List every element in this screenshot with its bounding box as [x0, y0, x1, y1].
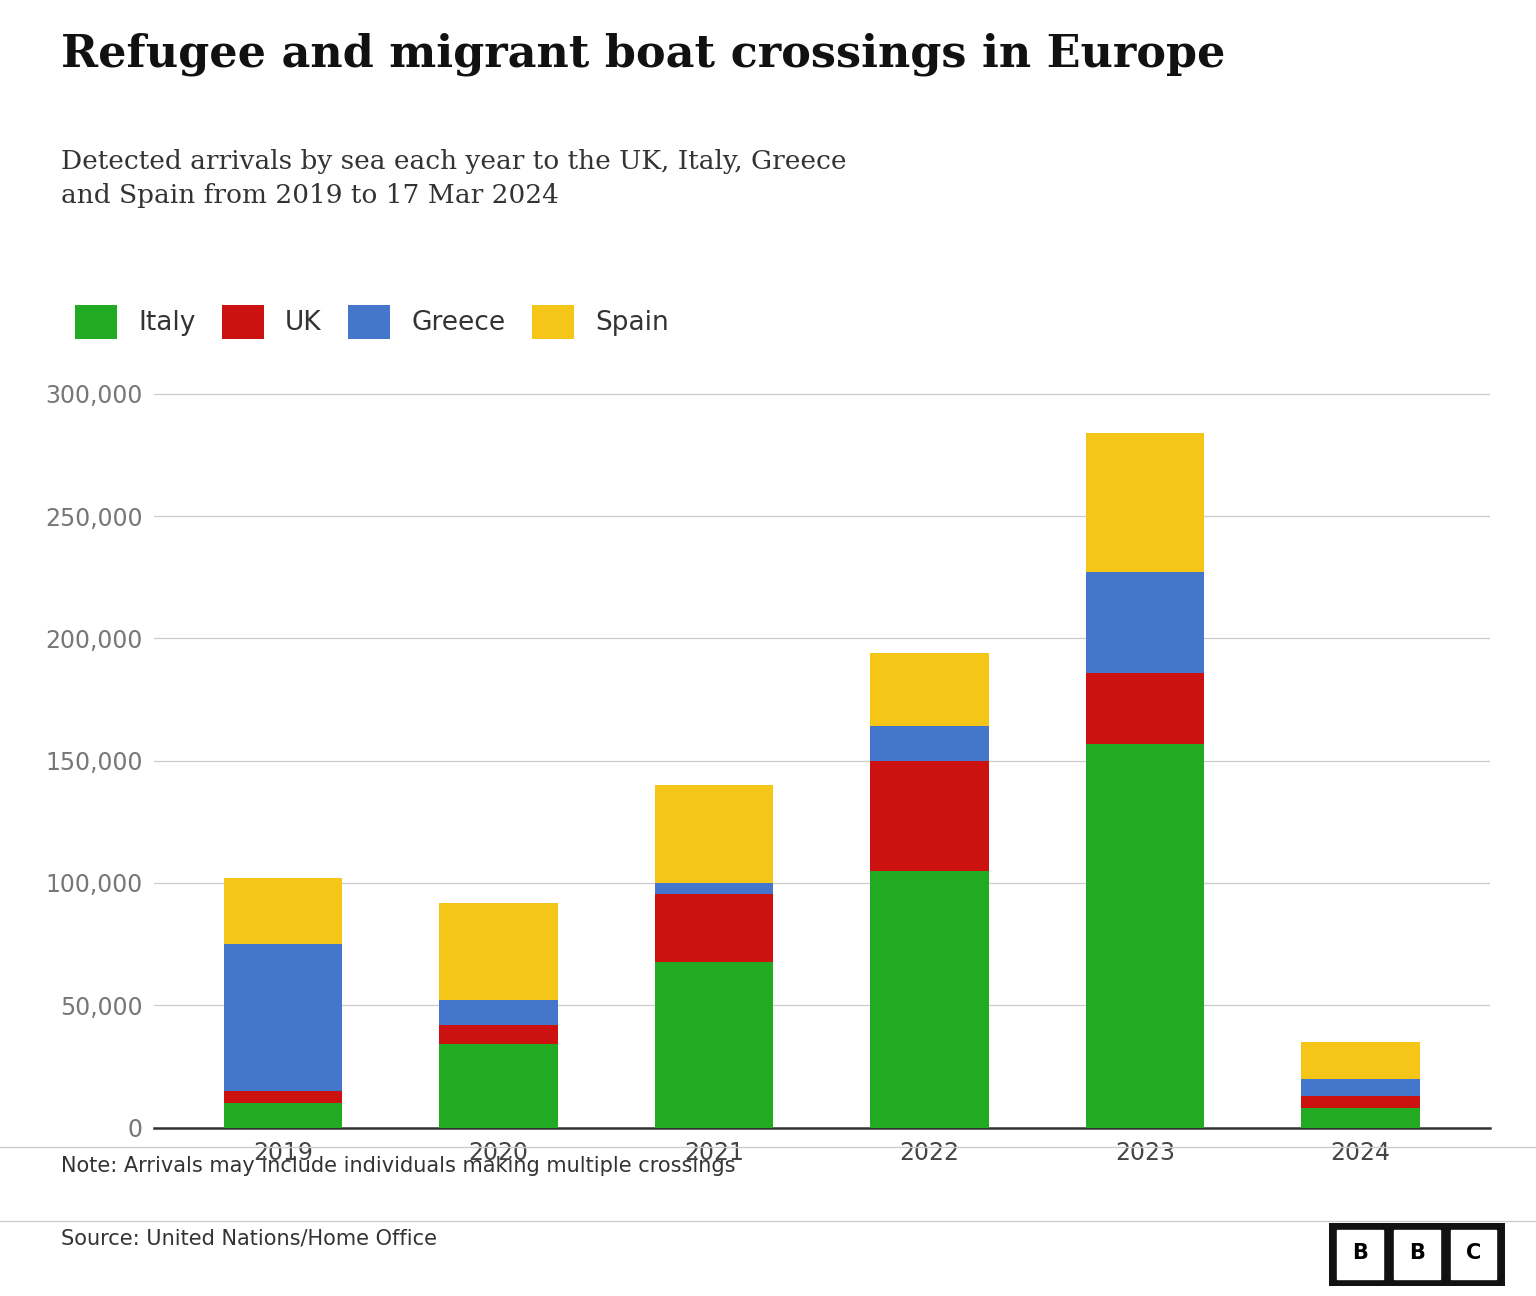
Bar — [1301, 1042, 1419, 1078]
Bar — [1086, 673, 1204, 744]
Text: Refugee and migrant boat crossings in Europe: Refugee and migrant boat crossings in Eu… — [61, 32, 1226, 76]
Text: B: B — [1353, 1243, 1369, 1264]
Bar — [224, 1091, 343, 1103]
Bar — [871, 727, 989, 761]
Text: Source: United Nations/Home Office: Source: United Nations/Home Office — [61, 1229, 438, 1248]
Bar — [871, 761, 989, 871]
Bar — [224, 943, 343, 1091]
Bar — [1086, 744, 1204, 1128]
Bar — [1301, 1078, 1419, 1095]
Bar — [654, 785, 773, 883]
Bar — [654, 883, 773, 894]
Legend: Italy, UK, Greece, Spain: Italy, UK, Greece, Spain — [75, 305, 670, 338]
Text: C: C — [1465, 1243, 1481, 1264]
Bar — [871, 871, 989, 1128]
Bar — [439, 1001, 558, 1025]
Bar — [439, 902, 558, 1001]
Bar — [1086, 433, 1204, 573]
Bar — [439, 1045, 558, 1128]
Bar — [439, 1025, 558, 1045]
FancyBboxPatch shape — [1450, 1230, 1496, 1279]
Text: Note: Arrivals may include individuals making multiple crossings: Note: Arrivals may include individuals m… — [61, 1156, 736, 1175]
Text: B: B — [1409, 1243, 1425, 1264]
Bar — [654, 963, 773, 1128]
Bar — [871, 653, 989, 727]
Bar — [1301, 1095, 1419, 1108]
Bar — [1086, 573, 1204, 673]
FancyBboxPatch shape — [1338, 1230, 1384, 1279]
FancyBboxPatch shape — [1395, 1230, 1439, 1279]
Text: Detected arrivals by sea each year to the UK, Italy, Greece
and Spain from 2019 : Detected arrivals by sea each year to th… — [61, 149, 846, 209]
Bar — [1301, 1108, 1419, 1128]
Bar — [224, 1103, 343, 1128]
Bar — [224, 879, 343, 943]
Bar — [654, 894, 773, 963]
